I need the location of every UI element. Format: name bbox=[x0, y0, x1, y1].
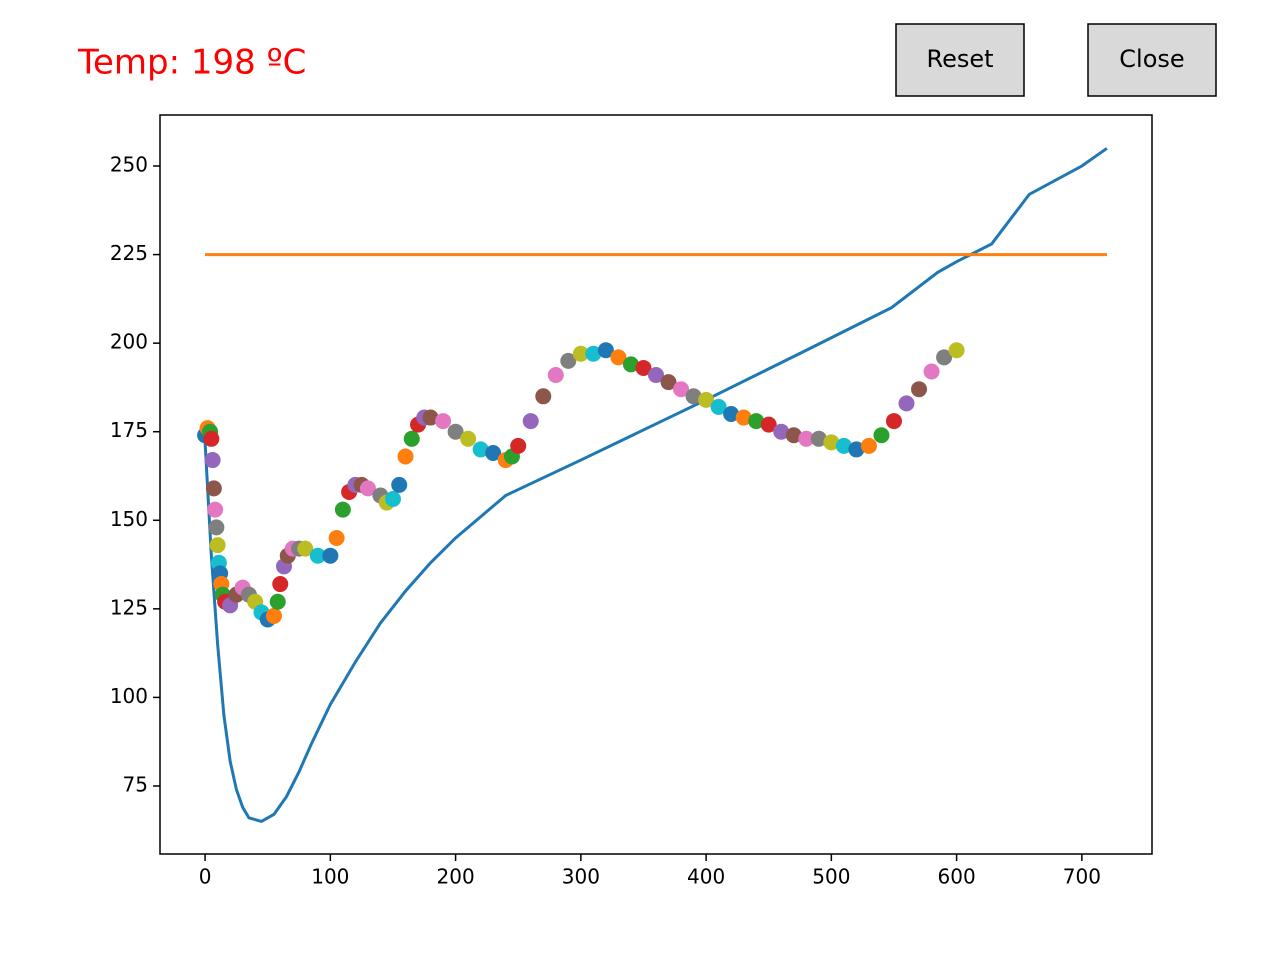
scatter-point bbox=[205, 480, 222, 497]
scatter-point bbox=[911, 381, 928, 398]
scatter-point bbox=[560, 352, 577, 369]
y-tick-label: 200 bbox=[110, 330, 148, 354]
scatter-point bbox=[208, 519, 225, 536]
scatter-point bbox=[936, 349, 953, 366]
scatter-point bbox=[698, 391, 715, 408]
x-tick-label: 400 bbox=[687, 865, 725, 889]
scatter-point bbox=[397, 448, 414, 465]
scatter-point bbox=[597, 342, 614, 359]
scatter-point bbox=[635, 359, 652, 376]
scatter-point bbox=[948, 342, 965, 359]
scatter-point bbox=[472, 441, 489, 458]
scatter-point bbox=[748, 413, 765, 430]
scatter-point bbox=[673, 381, 690, 398]
x-tick-label: 100 bbox=[311, 865, 349, 889]
scatter-point bbox=[735, 409, 752, 426]
scatter-point bbox=[209, 537, 226, 554]
x-tick-label: 500 bbox=[812, 865, 850, 889]
y-tick-label: 125 bbox=[110, 595, 148, 619]
scatter-point bbox=[923, 363, 940, 380]
scatter-point bbox=[810, 430, 827, 447]
scatter-point bbox=[848, 441, 865, 458]
scatter-point bbox=[269, 593, 286, 610]
close-button-label[interactable]: Close bbox=[1119, 45, 1184, 73]
scatter-point bbox=[547, 367, 564, 384]
scatter-point bbox=[328, 529, 345, 546]
scatter-point bbox=[265, 607, 282, 624]
scatter-point bbox=[610, 349, 627, 366]
scatter-point bbox=[391, 476, 408, 493]
scatter-point bbox=[648, 367, 664, 384]
scatter-point bbox=[460, 430, 477, 447]
line-series bbox=[203, 147, 1108, 824]
scatter-point bbox=[710, 398, 727, 415]
scatter-point bbox=[447, 423, 464, 440]
scatter-point bbox=[522, 413, 539, 430]
y-tick-label: 150 bbox=[110, 507, 148, 531]
x-tick-label: 600 bbox=[938, 865, 976, 889]
y-tick-label: 100 bbox=[110, 684, 148, 708]
scatter-point bbox=[485, 444, 502, 461]
scatter-point bbox=[422, 409, 439, 426]
scatter-point bbox=[297, 540, 314, 557]
y-tick-label: 225 bbox=[110, 241, 148, 265]
scatter-point bbox=[359, 480, 376, 497]
scatter-point bbox=[723, 406, 740, 423]
scatter-point bbox=[823, 434, 840, 451]
temp-readout: Temp: 198 ºC bbox=[77, 43, 306, 83]
scatter-point bbox=[207, 501, 224, 518]
scatter-point bbox=[785, 427, 802, 444]
scatter-point bbox=[435, 413, 452, 430]
scatter-point bbox=[885, 413, 902, 430]
y-tick-label: 175 bbox=[110, 418, 148, 442]
axes-frame bbox=[159, 114, 1153, 855]
scatter-point bbox=[898, 395, 915, 412]
scatter-point bbox=[535, 388, 552, 405]
scatter-point bbox=[510, 437, 527, 454]
scatter-point bbox=[309, 547, 326, 564]
close-button-box[interactable] bbox=[1087, 23, 1217, 97]
scatter-point bbox=[873, 427, 890, 444]
scatter-point bbox=[572, 345, 589, 362]
scatter-point bbox=[760, 416, 777, 433]
x-tick-label: 0 bbox=[199, 865, 212, 889]
scatter-point bbox=[322, 547, 339, 564]
x-tick-label: 700 bbox=[1063, 865, 1101, 889]
scatter-point bbox=[384, 491, 401, 508]
reset-button[interactable]: Reset bbox=[895, 23, 1025, 97]
x-tick-label: 200 bbox=[437, 865, 475, 889]
scatter-point bbox=[622, 356, 639, 373]
scatter-point bbox=[685, 388, 702, 405]
scatter-point bbox=[835, 437, 852, 454]
plot-area bbox=[197, 147, 1108, 824]
scatter-point bbox=[660, 374, 677, 391]
y-tick-label: 75 bbox=[123, 772, 148, 796]
scatter-point bbox=[773, 423, 790, 440]
y-tick-label: 250 bbox=[110, 153, 148, 177]
scatter-point bbox=[585, 345, 602, 362]
scatter-point bbox=[204, 452, 221, 469]
reset-button-label[interactable]: Reset bbox=[926, 45, 993, 73]
scatter-point bbox=[798, 430, 815, 447]
scatter-point bbox=[334, 501, 351, 518]
scatter-point bbox=[860, 437, 877, 454]
close-button[interactable]: Close bbox=[1087, 23, 1217, 97]
scatter-point bbox=[272, 576, 289, 593]
scatter-point bbox=[203, 430, 220, 447]
reset-button-box[interactable] bbox=[895, 23, 1025, 97]
scatter-point bbox=[403, 430, 420, 447]
x-tick-label: 300 bbox=[562, 865, 600, 889]
